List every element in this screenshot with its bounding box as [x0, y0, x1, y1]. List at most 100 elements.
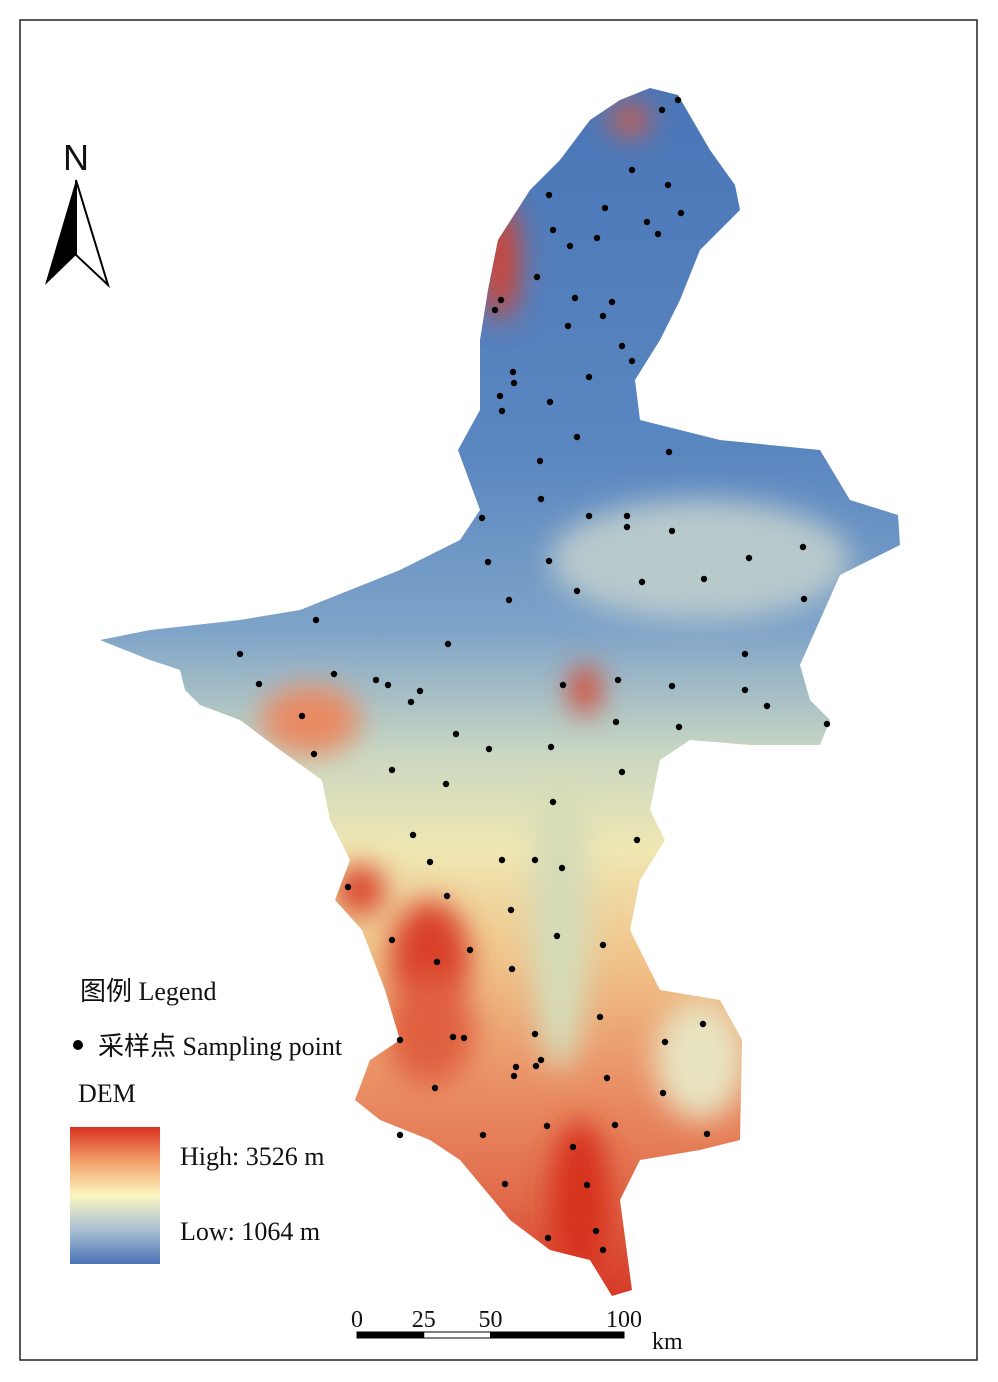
sampling-point [498, 856, 506, 864]
sampling-point [298, 712, 306, 720]
sampling-point [312, 616, 320, 624]
sampling-point [611, 1121, 619, 1129]
sampling-point [478, 514, 486, 522]
sampling-point [614, 676, 622, 684]
north-label: N [63, 137, 89, 178]
sampling-point [677, 209, 685, 217]
legend: 图例 Legend 采样点 Sampling point DEM High: 3… [62, 962, 343, 1264]
scale-tick-label: 25 [412, 1307, 436, 1333]
sampling-point [255, 680, 263, 688]
sampling-point [409, 831, 417, 839]
sampling-point [571, 294, 579, 302]
sampling-point [449, 1033, 457, 1041]
sampling-point [618, 342, 626, 350]
sampling-point [485, 745, 493, 753]
sampling-point [416, 687, 424, 695]
sampling-point [442, 780, 450, 788]
sampling-point [661, 1038, 669, 1046]
sampling-point [330, 670, 338, 678]
sampling-point [496, 392, 504, 400]
sampling-point [612, 718, 620, 726]
sampling-point [699, 1020, 707, 1028]
sampling-point [396, 1036, 404, 1044]
scale-bar: 0 25 50 100 km [351, 1307, 683, 1355]
sampling-point [664, 181, 672, 189]
sampling-point [372, 676, 380, 684]
sampling-point [443, 892, 451, 900]
sampling-point [549, 226, 557, 234]
relief [260, 105, 850, 1280]
sampling-point [388, 936, 396, 944]
sampling-point [547, 743, 555, 751]
sampling-point [618, 768, 626, 776]
sampling-point [510, 379, 518, 387]
sampling-point [741, 650, 749, 658]
sampling-point [633, 836, 641, 844]
sampling-point [396, 1131, 404, 1139]
sampling-point [585, 373, 593, 381]
sampling-point [665, 448, 673, 456]
sampling-point [623, 512, 631, 520]
sampling-point [601, 204, 609, 212]
sampling-point [479, 1131, 487, 1139]
sampling-point [310, 750, 318, 758]
sampling-point [444, 640, 452, 648]
sampling-point [553, 932, 561, 940]
sampling-point [823, 720, 831, 728]
sampling-point [703, 1130, 711, 1138]
sampling-point [549, 798, 557, 806]
sampling-point [763, 702, 771, 710]
sampling-points [236, 96, 831, 1254]
legend-dem-title: DEM [78, 1079, 136, 1108]
sampling-point [236, 650, 244, 658]
sampling-point [559, 681, 567, 689]
sampling-point [433, 958, 441, 966]
sampling-point [544, 1234, 552, 1242]
sampling-point [466, 946, 474, 954]
north-arrow: N [45, 137, 111, 289]
sampling-point [510, 1072, 518, 1080]
sampling-point [585, 512, 593, 520]
sampling-point [628, 166, 636, 174]
sampling-point [532, 1062, 540, 1070]
sampling-point [596, 1013, 604, 1021]
sampling-point [536, 457, 544, 465]
scale-tick-label: 100 [606, 1307, 642, 1333]
sampling-point [537, 1056, 545, 1064]
sampling-point [608, 298, 616, 306]
sampling-point [668, 527, 676, 535]
sampling-point [546, 398, 554, 406]
sampling-point [599, 312, 607, 320]
sampling-point [643, 218, 651, 226]
sampling-point [668, 682, 676, 690]
sampling-point [491, 306, 499, 314]
sampling-point [384, 681, 392, 689]
sampling-point [573, 433, 581, 441]
sampling-point [484, 558, 492, 566]
sampling-point [507, 906, 515, 914]
sampling-point [431, 1084, 439, 1092]
sampling-point [558, 864, 566, 872]
legend-ramp [70, 1127, 160, 1264]
sampling-point [569, 1143, 577, 1151]
sampling-point [388, 766, 396, 774]
sampling-point [800, 595, 808, 603]
legend-point-label: 采样点 Sampling point [98, 1032, 343, 1061]
sampling-point [674, 96, 682, 104]
scale-unit: km [652, 1329, 683, 1355]
sampling-point [509, 368, 517, 376]
sampling-point [741, 686, 749, 694]
sampling-point [508, 965, 516, 973]
sampling-point [700, 575, 708, 583]
sampling-point [628, 357, 636, 365]
sampling-point [564, 322, 572, 330]
sampling-point [533, 273, 541, 281]
sampling-point [566, 242, 574, 250]
sampling-point [426, 858, 434, 866]
sampling-point [531, 1030, 539, 1038]
sampling-point [497, 296, 505, 304]
legend-title: 图例 Legend [80, 977, 216, 1006]
sampling-point [658, 106, 666, 114]
sampling-point [498, 407, 506, 415]
